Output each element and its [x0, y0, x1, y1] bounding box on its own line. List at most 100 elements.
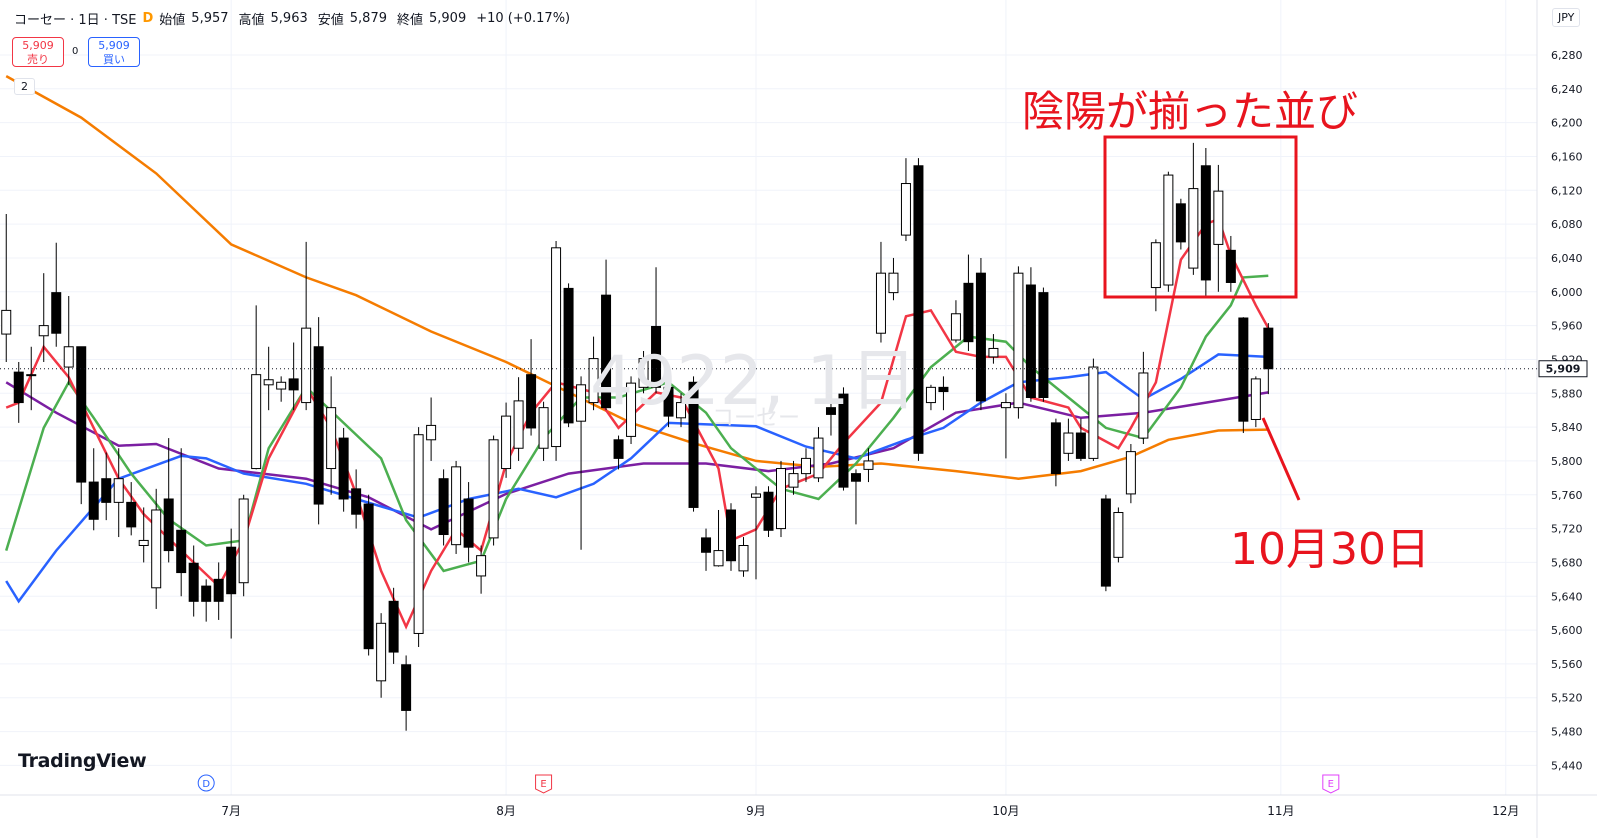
sell-price: 5,909	[22, 39, 54, 52]
x-tick-label: 11月	[1267, 804, 1294, 818]
candle-body	[1, 309, 12, 335]
buy-label: 買い	[103, 53, 125, 66]
candle-body	[351, 488, 362, 515]
candle-body	[113, 478, 124, 503]
indicators-toggle[interactable]: 2	[14, 78, 35, 95]
candle-body	[838, 393, 849, 488]
y-tick-label: 5,720	[1551, 523, 1583, 536]
candle-body	[176, 529, 187, 574]
ohlc-label: 始値	[159, 13, 186, 28]
candle-body	[588, 358, 599, 404]
candle-body	[1100, 498, 1111, 587]
logo[interactable]: TradingView	[18, 750, 147, 772]
candle-body	[850, 473, 861, 482]
candle-body	[126, 501, 137, 528]
currency[interactable]: JPY	[1552, 8, 1581, 27]
candle-body	[663, 386, 674, 417]
candle-body	[1038, 292, 1049, 398]
candle-body	[601, 294, 612, 409]
y-tick-label: 6,120	[1551, 184, 1583, 197]
x-tick-label: 12月	[1492, 804, 1519, 818]
candle-body	[13, 371, 24, 404]
candle-body	[938, 386, 949, 393]
candle-body	[1075, 432, 1086, 459]
candle-body	[26, 374, 37, 377]
candle-body	[488, 439, 499, 539]
candle-body	[1113, 512, 1124, 558]
candle-body	[1088, 366, 1099, 459]
candle-body	[38, 325, 49, 337]
candle-body	[263, 379, 274, 386]
symbol[interactable]: コーセー · 1日 · TSE	[14, 13, 137, 28]
candle-body	[151, 509, 162, 589]
candle-body	[551, 247, 562, 448]
y-tick-label: 5,600	[1551, 624, 1583, 637]
candle-body	[925, 386, 936, 404]
candle-body	[213, 578, 224, 602]
y-tick-label: 6,000	[1551, 286, 1583, 299]
candle-body	[913, 165, 924, 454]
ohlc-value: 5,957	[191, 11, 229, 26]
candle-body	[276, 381, 287, 390]
candle-body	[76, 346, 87, 483]
y-tick-label: 5,800	[1551, 455, 1583, 468]
candle-body	[813, 437, 824, 479]
watermark: 4922, 1日	[590, 342, 918, 421]
candle-body	[875, 272, 886, 334]
candle-body	[1000, 402, 1011, 409]
symbol-header: コーセー · 1日 · TSE D 始値 5,957 高値 5,963 安値 5,87…	[14, 9, 570, 28]
event-label: E	[540, 779, 546, 790]
y-tick-label: 5,840	[1551, 421, 1583, 434]
candle-body	[313, 346, 324, 505]
candle-body	[301, 327, 312, 404]
candle-body	[963, 282, 974, 343]
candle-body	[238, 498, 249, 584]
sell-button[interactable]: 5,909 売り	[12, 37, 64, 67]
candle-body	[438, 478, 449, 536]
candle-body	[763, 491, 774, 531]
y-tick-label: 5,680	[1551, 556, 1583, 569]
candle-body	[800, 457, 811, 475]
y-tick-label: 6,040	[1551, 252, 1583, 265]
candle-body	[201, 585, 212, 602]
candle-body	[775, 468, 786, 530]
moving-average-line	[5, 353, 1269, 604]
x-tick-label: 9月	[746, 804, 766, 818]
annotation: 陰陽が揃った並び	[1022, 87, 1359, 136]
ohlc-value: 5,879	[349, 11, 387, 26]
buy-price: 5,909	[98, 39, 130, 52]
y-tick-label: 6,160	[1551, 150, 1583, 163]
event-marker	[197, 774, 215, 792]
pointer-line	[1261, 417, 1301, 501]
y-tick-label: 5,560	[1551, 658, 1583, 671]
candle-body	[1225, 249, 1236, 283]
candle-body	[526, 374, 537, 429]
y-tick-label: 5,760	[1551, 489, 1583, 502]
x-tick-label: 8月	[496, 804, 516, 818]
candle-body	[388, 600, 399, 653]
candle-body	[1175, 203, 1186, 243]
ohlc-label: 高値	[238, 13, 265, 28]
candle-body	[651, 325, 662, 388]
candle-body	[1188, 188, 1199, 269]
candle-body	[476, 555, 487, 577]
candle-body	[988, 347, 999, 358]
candle-body	[726, 509, 737, 562]
candle-body	[950, 313, 961, 341]
y-tick-label: 5,880	[1551, 387, 1583, 400]
candle-body	[338, 437, 349, 500]
annotation: 10月30日	[1230, 524, 1430, 575]
y-tick-label: 6,200	[1551, 117, 1583, 130]
candle-body	[1200, 165, 1211, 281]
buy-button[interactable]: 5,909 買い	[88, 37, 140, 67]
y-tick-label: 5,440	[1551, 759, 1583, 772]
candle-body	[1125, 451, 1136, 495]
candle-body	[251, 374, 262, 470]
change: +10 (+0.17%)	[476, 11, 571, 26]
candle-body	[1250, 378, 1261, 420]
candle-body	[451, 466, 462, 546]
